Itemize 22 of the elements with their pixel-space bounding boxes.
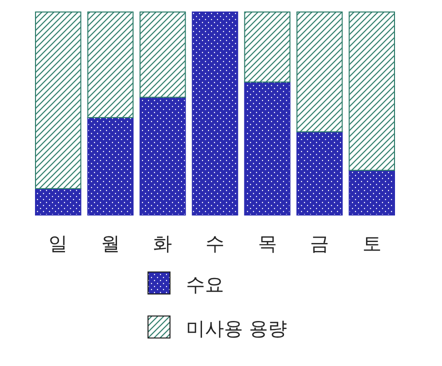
- bar: [348, 12, 395, 171]
- bar: [348, 170, 395, 216]
- bar: [35, 188, 82, 216]
- x-tick-label: 토: [362, 233, 382, 255]
- bar: [244, 12, 290, 83]
- x-tick-label: 금: [310, 233, 330, 255]
- x-tick-label: 일: [48, 233, 68, 255]
- bar: [35, 12, 82, 190]
- legend-label: 수요: [186, 274, 224, 296]
- bar: [140, 12, 186, 98]
- bar: [87, 117, 134, 216]
- bar: [192, 12, 238, 216]
- bar: [87, 12, 134, 118]
- bar: [140, 96, 186, 216]
- x-tick-label: 월: [100, 233, 120, 255]
- x-tick-label: 목: [258, 233, 277, 255]
- bar: [296, 12, 343, 132]
- bar: [296, 131, 343, 216]
- x-tick-label: 화: [153, 233, 172, 255]
- legend-label: 미사용 용량: [186, 318, 288, 340]
- bar: [244, 82, 290, 216]
- x-tick-label: 수: [206, 233, 224, 255]
